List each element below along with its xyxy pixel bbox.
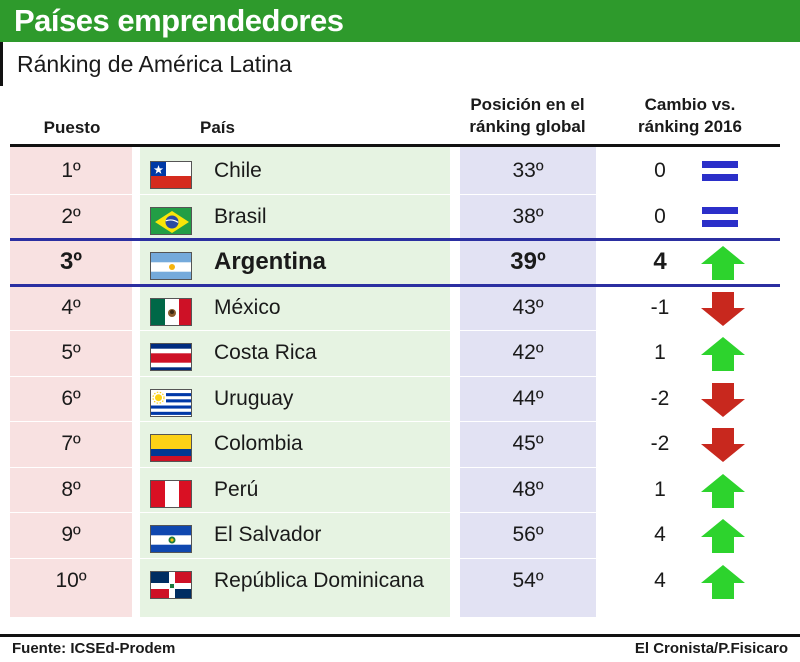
subtitle-box: Ránking de América Latina — [0, 42, 800, 86]
arrow-up-icon — [700, 473, 746, 509]
change-cell: 1 — [654, 477, 666, 501]
source-label: Fuente: — [12, 640, 67, 657]
arrow-up-icon — [700, 245, 746, 281]
country-cell: República Dominicana — [214, 568, 425, 592]
row-divider — [10, 283, 780, 287]
change-cell: -2 — [650, 432, 670, 455]
global-rank-cell: 45º — [512, 432, 544, 455]
header-global-line1: Posición en el — [470, 95, 585, 114]
rank-cell: 2º — [61, 204, 81, 228]
rank-column-background — [10, 147, 132, 617]
table-row: 1º Chile 33º 0 — [10, 148, 780, 194]
country-cell: Argentina — [214, 248, 327, 275]
uruguay-flag-icon — [150, 388, 192, 417]
equal-icon — [700, 200, 746, 236]
header-change-line1: Cambio vs. — [644, 95, 736, 114]
mexico-flag-icon — [150, 297, 192, 326]
costa-rica-flag-icon — [150, 343, 192, 371]
header-change: Cambio vs. ránking 2016 — [615, 94, 765, 138]
credit-note: El Cronista/P.Fisicaro — [634, 640, 788, 657]
change-cell: 4 — [654, 523, 666, 546]
global-rank-cell: 38º — [512, 204, 544, 228]
footer-rule — [0, 634, 800, 637]
country-cell: Costa Rica — [214, 341, 317, 364]
change-cell: 4 — [653, 248, 667, 275]
arrow-up-icon — [700, 336, 746, 372]
header-change-line2: ránking 2016 — [638, 117, 742, 136]
header-global-line2: ránking global — [469, 117, 586, 136]
country-cell: Uruguay — [214, 386, 294, 410]
rank-cell: 7º — [61, 432, 81, 455]
arrow-down-icon — [700, 291, 746, 327]
rank-cell: 6º — [61, 386, 81, 410]
row-divider — [10, 375, 780, 377]
table-row: 8º Perú 48º 1 — [10, 467, 780, 513]
chile-flag-icon — [150, 161, 192, 189]
arrow-up-icon — [700, 564, 746, 600]
row-divider — [10, 512, 780, 513]
global-column-background — [460, 147, 596, 617]
country-cell: Brasil — [214, 204, 267, 228]
global-rank-cell: 48º — [512, 477, 544, 501]
equal-icon — [700, 154, 746, 190]
country-cell: México — [214, 295, 281, 319]
row-divider — [10, 421, 780, 422]
change-cell: 0 — [654, 159, 666, 182]
title-bar: Países emprendedores — [0, 0, 800, 42]
source-value: ICSEd-Prodem — [70, 640, 176, 657]
page-title: Países emprendedores — [14, 3, 344, 38]
colombia-flag-icon — [150, 434, 192, 462]
table-row: 3º Argentina 39º 4 — [10, 239, 780, 285]
rank-cell: 4º — [61, 295, 81, 319]
arrow-up-icon — [700, 518, 746, 554]
table-row: 7º Colombia 45º -2 — [10, 421, 780, 467]
row-divider — [10, 557, 780, 559]
row-divider — [10, 193, 780, 195]
rank-cell: 1º — [61, 159, 81, 182]
table-row: 9º El Salvador 56º 4 — [10, 512, 780, 558]
rank-cell: 10º — [55, 568, 87, 592]
global-rank-cell: 43º — [512, 295, 544, 319]
global-rank-cell: 56º — [512, 523, 544, 546]
rank-cell: 8º — [61, 477, 81, 501]
table-row: 6º Uruguay 44º -2 — [10, 376, 780, 422]
header-rule — [10, 144, 780, 147]
change-cell: 0 — [654, 204, 666, 228]
row-divider — [10, 238, 780, 241]
arrow-down-icon — [700, 382, 746, 418]
global-rank-cell: 54º — [512, 568, 544, 592]
table-row: 5º Costa Rica 42º 1 — [10, 330, 780, 376]
change-cell: -2 — [650, 386, 670, 410]
country-cell: El Salvador — [214, 523, 322, 546]
brazil-flag-icon — [150, 206, 192, 235]
peru-flag-icon — [150, 479, 192, 508]
global-rank-cell: 44º — [512, 386, 544, 410]
arrow-down-icon — [700, 427, 746, 463]
change-cell: 1 — [654, 341, 666, 364]
global-rank-cell: 39º — [510, 248, 546, 275]
row-divider — [10, 330, 780, 331]
rank-cell: 5º — [61, 341, 81, 364]
table-row: 4º México 43º -1 — [10, 285, 780, 331]
table-row: 2º Brasil 38º 0 — [10, 194, 780, 240]
global-rank-cell: 42º — [512, 341, 544, 364]
country-cell: Chile — [214, 159, 262, 182]
header-country: País — [200, 118, 235, 137]
rank-cell: 3º — [59, 248, 83, 275]
change-cell: -1 — [650, 295, 670, 319]
table-row: 10º República Dominicana 54º 4 — [10, 558, 780, 604]
global-rank-cell: 33º — [512, 159, 544, 182]
dominican-republic-flag-icon — [150, 570, 192, 599]
argentina-flag-icon — [150, 252, 192, 280]
el-salvador-flag-icon — [150, 525, 192, 553]
row-divider — [10, 466, 780, 468]
rank-cell: 9º — [61, 523, 81, 546]
source-note: Fuente: ICSEd-Prodem — [12, 640, 175, 657]
country-cell: Perú — [214, 477, 259, 501]
country-cell: Colombia — [214, 432, 303, 455]
header-rank: Puesto — [43, 118, 101, 137]
page-subtitle: Ránking de América Latina — [17, 51, 292, 77]
header-global: Posición en el ránking global — [455, 94, 600, 138]
change-cell: 4 — [654, 568, 666, 592]
